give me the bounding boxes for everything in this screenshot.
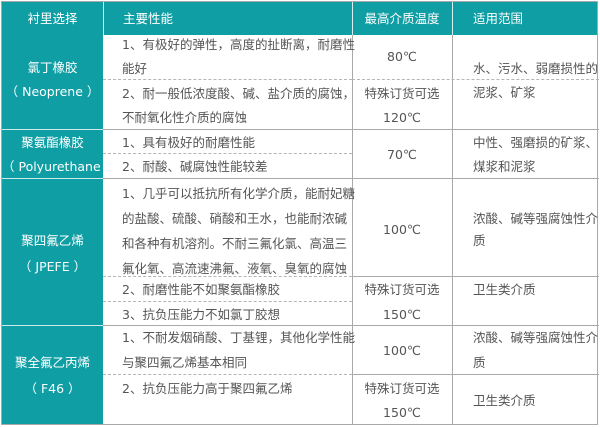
header-application: 适用范围 — [473, 11, 524, 26]
property-text: 能好 — [122, 61, 148, 76]
temperature-note: 特殊订货可选 — [364, 282, 440, 297]
property-text: 与聚四氟乙烯基本相同 — [122, 355, 248, 370]
lining-column — [2, 35, 103, 424]
temperature: 80℃ — [387, 49, 417, 64]
temperature: 150℃ — [383, 405, 421, 420]
lining-name-en: （ F46 ） — [24, 381, 81, 396]
header-temperature: 最高介质温度 — [364, 11, 440, 26]
application-text: 水、污水、弱磨损性的 — [473, 61, 599, 76]
lining-name: 聚氨酯橡胶 — [21, 135, 84, 150]
property-text: 2、抗负压能力高于聚四氟乙烯 — [122, 381, 293, 396]
property-text: 2、耐酸、碱腐蚀性能较差 — [122, 159, 268, 174]
temperature: 120℃ — [383, 110, 421, 125]
lining-name-en: （ Neoprene ） — [5, 84, 100, 99]
application-text: 中性、强磨损的矿浆、 — [473, 135, 599, 150]
lining-name: 聚全氟乙丙烯 — [14, 355, 90, 370]
temperature: 150℃ — [383, 307, 421, 322]
application-text: 卫生类介质 — [473, 393, 536, 408]
property-text: 和各种有机溶剂。不耐三氟化氯、高温三 — [122, 236, 348, 251]
application-text: 泥浆、矿浆 — [473, 85, 536, 100]
lining-name-en: （ Polyurethane ） — [2, 159, 118, 174]
property-text: 2、耐磨性能不如聚氨酯橡胶 — [122, 282, 280, 297]
property-text: 不耐氧化性介质的腐蚀 — [122, 110, 248, 125]
application-text: 浓酸、碱等强腐蚀性介 — [473, 211, 599, 226]
temperature: 70℃ — [387, 147, 417, 162]
application-text: 质 — [473, 355, 486, 370]
temperature-note: 特殊订货可选 — [364, 86, 440, 101]
property-text: 1、具有极好的耐磨性能 — [122, 135, 255, 150]
property-text: 1、有极好的弹性，高度的扯断离，耐磨性 — [122, 37, 355, 52]
temperature-note: 特殊订货可选 — [364, 381, 440, 396]
application-text: 煤浆和泥浆 — [473, 159, 536, 174]
property-text: 2、耐一般低浓度酸、碱、盐介质的腐蚀， — [122, 86, 355, 101]
temperature: 100℃ — [383, 222, 421, 237]
lining-name: 聚四氟乙烯 — [21, 233, 84, 248]
table-header — [2, 2, 597, 35]
property-text: 氟化氧、高流速沸氟、液氧、臭氧的腐蚀 — [122, 261, 348, 276]
property-text: 1、不耐发烟硝酸、丁基锂，其他化学性能 — [122, 330, 355, 345]
application-text: 浓酸、碱等强腐蚀性介 — [473, 330, 599, 345]
application-text: 质 — [473, 233, 486, 248]
application-text: 卫生类介质 — [473, 282, 536, 297]
header-properties: 主要性能 — [123, 11, 174, 26]
lining-name-en: （ JPEFE ） — [18, 259, 87, 274]
property-text: 1、几乎可以抵抗所有化学介质，能耐妃糖 — [122, 186, 355, 201]
header-lining: 衬里选择 — [27, 11, 78, 26]
lining-name: 氯丁橡胶 — [27, 60, 78, 75]
property-text: 的盐酸、硫酸、硝酸和王水，也能耐浓碱 — [122, 211, 348, 226]
temperature: 100℃ — [383, 343, 421, 358]
property-text: 3、抗负压能力不如氯丁胶想 — [122, 307, 280, 322]
